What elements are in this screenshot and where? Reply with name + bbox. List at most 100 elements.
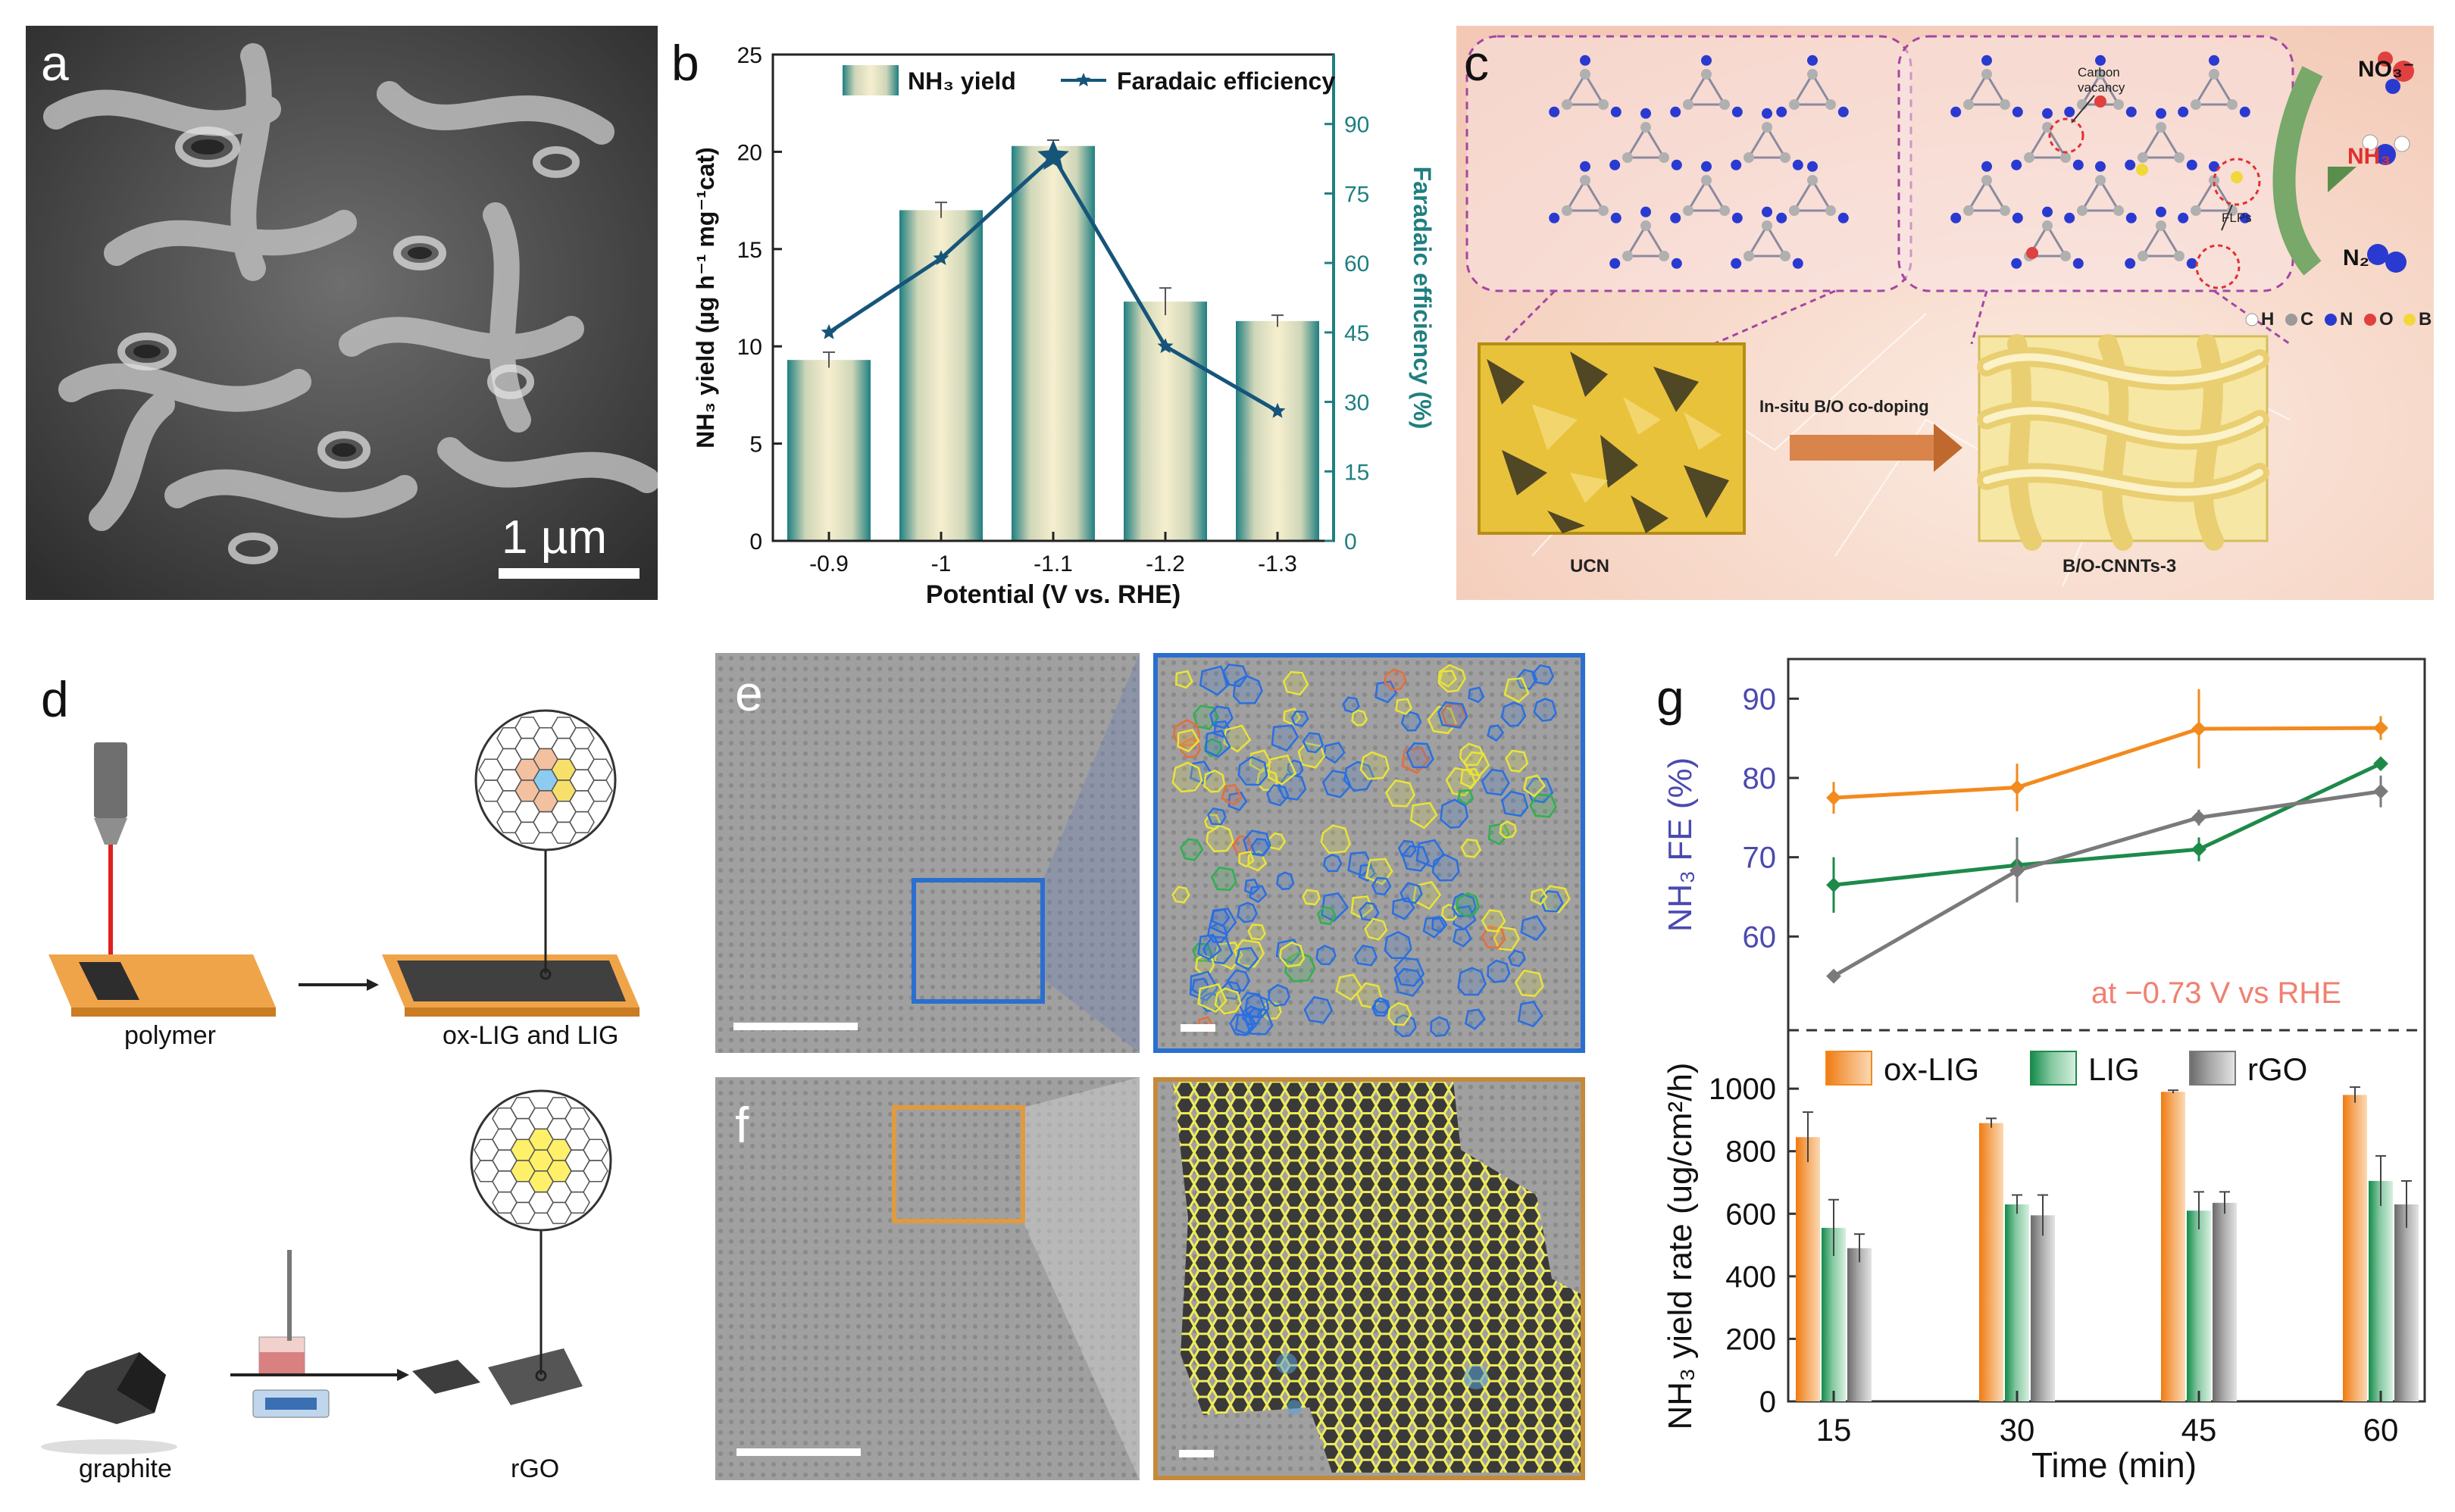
zoom-region-f <box>892 1105 1025 1223</box>
panel-label-a: a <box>41 35 69 91</box>
defect-ring <box>1210 866 1237 892</box>
carbon-atom <box>2024 152 2034 163</box>
nitrogen-atom <box>1671 258 1682 269</box>
fe-marker-g-2-0 <box>1826 968 1841 984</box>
rate-bar-g-0-3 <box>2343 1095 2367 1401</box>
defect-ring <box>1520 915 1546 942</box>
carbon-atom <box>2191 99 2201 110</box>
flps-label: FLPs <box>2222 211 2252 225</box>
triazine-bond-12 <box>2194 72 2235 106</box>
ucn-label: UCN <box>1570 556 1609 576</box>
triazine-bond-10 <box>1966 72 2007 106</box>
ytick-label-gbot-0: 0 <box>1759 1385 1776 1419</box>
carbon-atom <box>1963 205 1974 216</box>
ytick-label-b-4: 20 <box>737 140 762 165</box>
defect-ring <box>1268 983 1290 1007</box>
nitrogen-atom <box>1610 106 1622 117</box>
rgo-lattice <box>474 1097 608 1224</box>
defect-ring <box>1533 698 1557 723</box>
zoom-e-svg <box>1158 658 1581 1048</box>
defect-ring <box>1457 967 1487 996</box>
carbon-atom <box>2060 152 2071 163</box>
y2tick-label-b-1: 15 <box>1344 460 1369 485</box>
nitrogen-atom <box>1807 161 1818 172</box>
carbon-atom <box>1825 99 1836 110</box>
polymer-label: polymer <box>124 1021 216 1050</box>
ytick-label-gbot-5: 1000 <box>1709 1073 1776 1106</box>
defect-ring <box>1437 664 1466 693</box>
nitrogen-atom <box>1950 106 1962 117</box>
carbon-atom <box>1963 99 1974 110</box>
nitrogen-atom <box>1837 106 1849 117</box>
carbon-atom <box>1719 99 1730 110</box>
defect-ring <box>1468 686 1485 704</box>
triazine-bond-3 <box>1625 125 1666 159</box>
fe-marker-g-2-2 <box>2191 810 2206 826</box>
defect-ring <box>1393 957 1425 987</box>
defect-ring <box>1409 801 1438 829</box>
defect-ring <box>1197 982 1228 1014</box>
fe-marker-g-0-3 <box>2373 720 2388 736</box>
defect-ring <box>1374 680 1398 704</box>
carbon-atom <box>1580 69 1590 80</box>
defect-ring <box>1303 995 1334 1024</box>
fe-marker-g-1-0 <box>1826 877 1841 893</box>
lattice-hexagon <box>564 1191 590 1214</box>
co-doping-label: In-situ B/O co-doping <box>1759 397 1929 416</box>
defect-ring <box>1365 858 1393 886</box>
defect-ring <box>1460 839 1482 858</box>
rate-bar-g-0-2 <box>2161 1092 2185 1401</box>
rate-bar-g-1-1 <box>2005 1204 2029 1401</box>
triazine-bond-1 <box>1686 72 1727 106</box>
nitrogen-atom <box>2011 159 2022 170</box>
defect-ring <box>1229 1013 1254 1036</box>
legend-swatch-g-2 <box>2189 1051 2236 1086</box>
carbon-vacancy-label: Carbon vacancy <box>2078 65 2125 95</box>
nitrogen-atom <box>1776 106 1787 117</box>
carbon-atom <box>2000 99 2010 110</box>
defect-ring <box>1237 992 1266 1018</box>
carbon-atom <box>1683 99 1693 110</box>
defect-ring <box>1202 935 1234 965</box>
fe-marker-g-0-1 <box>2009 779 2025 795</box>
defect-ring <box>1387 1001 1412 1026</box>
panel-e-zoom <box>1153 653 1585 1053</box>
ytick-label-b-3: 15 <box>737 238 762 263</box>
defect-ring <box>1500 701 1527 727</box>
schematic-c-svg <box>1456 26 2434 600</box>
defect-ring <box>1204 729 1231 758</box>
nitrogen-atom <box>2095 55 2106 66</box>
legend-label-g-0: ox-LIG <box>1884 1051 1979 1087</box>
nitrogen-atom <box>2186 258 2197 269</box>
defect-ring <box>1238 851 1255 868</box>
tem-e-texture <box>715 653 1140 1053</box>
nitrogen-atom <box>1776 212 1787 223</box>
carbon-atom <box>2077 205 2088 216</box>
carbon-atom <box>1780 152 1790 163</box>
ytick-label-b-1: 5 <box>749 433 762 458</box>
fe-marker-g-1-3 <box>2373 756 2388 772</box>
rgo-label: rGO <box>511 1454 560 1483</box>
defect-ring <box>1459 742 1484 767</box>
carbon-atom <box>2209 69 2219 80</box>
lig-label: ox-LIG and LIG <box>443 1021 619 1050</box>
yaxis-title-b: NH₃ yield (µg h⁻¹ mg⁻¹cat) <box>692 147 719 448</box>
defect-ring <box>1422 916 1446 939</box>
carbon-atom <box>1659 251 1669 261</box>
defect-ring <box>1522 774 1546 798</box>
nitrogen-atom <box>2209 55 2219 66</box>
xtick-label-g-1: 30 <box>2000 1412 2035 1448</box>
nitrogen-atom <box>2156 206 2166 217</box>
carbon-atom <box>2060 251 2071 261</box>
carbon-atom <box>1701 69 1712 80</box>
carbon-atom <box>1562 99 1572 110</box>
schematic-d-svg <box>41 709 640 1454</box>
ox-lig-lattice <box>478 717 613 844</box>
defect-ring <box>1302 732 1324 754</box>
nitrogen-atom <box>2042 108 2053 119</box>
defect-ring <box>1172 719 1201 747</box>
fe-marker-b-3 <box>1157 338 1174 354</box>
defect-ring <box>1391 897 1415 920</box>
nitrogen-atom <box>1549 106 1560 117</box>
carbon-atom <box>1598 99 1609 110</box>
